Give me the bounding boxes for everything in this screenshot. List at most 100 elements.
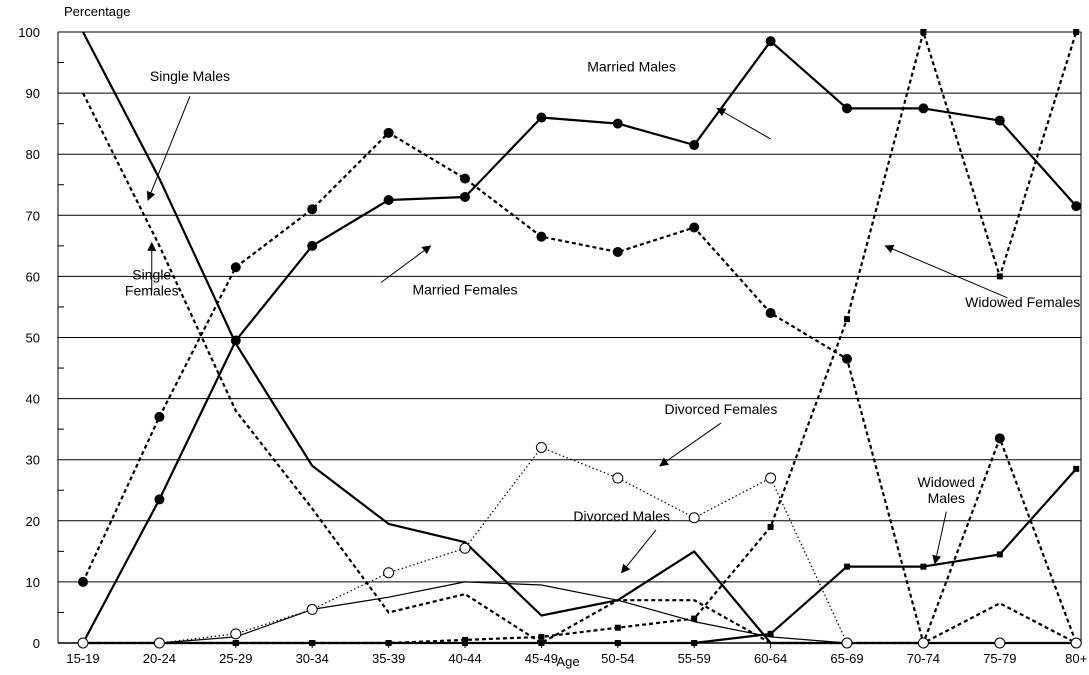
y-tick-label: 20: [26, 514, 40, 529]
widowed-males-point: [462, 640, 468, 646]
widowed-males-label: Males: [928, 490, 965, 506]
married-males-point: [307, 240, 318, 251]
widowed-females-point: [691, 615, 698, 622]
married-males-point: [842, 103, 852, 114]
married-females-point: [78, 576, 88, 587]
x-tick-label: 80+: [1065, 651, 1087, 666]
y-tick-label: 80: [26, 147, 40, 162]
married-males-point: [918, 103, 929, 114]
widowed-females-point: [614, 624, 621, 631]
widowed-females-point: [385, 640, 392, 646]
series-lines: [77, 29, 1082, 649]
widowed-males-point: [767, 630, 774, 637]
married-males-point: [994, 115, 1005, 126]
married-males-line: [82, 40, 1078, 644]
x-axis-label: Age: [556, 654, 579, 669]
widowed-males-point: [1073, 465, 1080, 472]
married-females-point: [307, 204, 318, 215]
single-females-line: [82, 92, 1077, 645]
x-tick-label: 75-79: [983, 651, 1016, 666]
married-females-line: [82, 131, 1078, 645]
y-tick-label: 0: [33, 636, 40, 651]
divorced-females-point: [383, 567, 395, 579]
annotation-divorced-females: Divorced Females: [659, 401, 777, 467]
widowed-females-line: [83, 30, 1078, 645]
widowed-females-point: [462, 636, 468, 643]
married-males-point: [230, 335, 241, 346]
y-tick-label: 90: [26, 86, 40, 101]
y-tick-label: 10: [26, 575, 40, 590]
married-males-point: [154, 494, 165, 505]
married-females-point: [689, 222, 700, 233]
widowed-females-label: Widowed Females: [965, 294, 1080, 310]
married-females-point: [154, 411, 165, 422]
series-single-females: [82, 92, 1077, 645]
x-tick-label: 45-49: [525, 651, 558, 666]
x-tick-label: 60-64: [754, 651, 787, 666]
married-males-point: [1071, 201, 1082, 212]
y-axis-label: Percentage: [64, 4, 131, 19]
widowed-females-point: [996, 273, 1003, 280]
y-tick-label: 30: [26, 453, 40, 468]
divorced-females-point: [459, 542, 471, 554]
divorced-males-pointer: [621, 529, 657, 574]
x-tick-label: 50-54: [601, 651, 634, 666]
annotation-married-males: Married Males: [587, 59, 771, 140]
divorced-females-point: [612, 472, 624, 484]
widowed-males-label: Widowed: [918, 474, 976, 490]
x-tick-label: 40-44: [448, 651, 481, 666]
married-females-label: Married Females: [412, 282, 517, 298]
series-married-males: [78, 36, 1082, 648]
y-tick-label: 70: [26, 208, 40, 223]
married-males-point: [765, 36, 776, 47]
widowed-females-pointer: [884, 244, 1008, 299]
divorced-females-point: [1070, 637, 1082, 649]
married-females-pointer: [380, 245, 432, 283]
widowed-females-point: [1073, 29, 1080, 35]
married-females-point: [536, 231, 547, 242]
widowed-males-point: [920, 563, 927, 570]
single-females-label: Females: [125, 282, 179, 298]
married-males-pointer: [716, 107, 771, 140]
married-females-point: [612, 246, 623, 257]
divorced-females-point: [306, 603, 318, 615]
married-males-label: Married Males: [587, 59, 676, 75]
widowed-females-point: [232, 640, 239, 646]
y-tick-label: 100: [18, 25, 40, 40]
married-males-point: [612, 118, 623, 129]
divorced-males-label: Divorced Males: [573, 508, 669, 524]
divorced-females-point: [688, 512, 700, 524]
series-divorced-females: [77, 441, 1082, 649]
single-males-label: Single Males: [150, 68, 230, 84]
single-females-label: Single: [132, 266, 171, 282]
y-tick-label: 50: [26, 331, 40, 346]
x-tick-label: 25-29: [219, 651, 252, 666]
married-females-point: [460, 173, 470, 184]
widowed-females-point: [767, 523, 774, 530]
divorced-females-point: [77, 637, 89, 649]
divorced-females-pointer: [659, 422, 722, 467]
annotation-widowed-females: Widowed Females: [884, 244, 1080, 310]
x-tick-label: 35-39: [372, 651, 405, 666]
married-females-point: [383, 127, 394, 138]
x-tick-label: 15-19: [66, 651, 99, 666]
x-tick-label: 65-69: [830, 651, 863, 666]
divorced-females-point: [917, 637, 929, 649]
widowed-males-line: [83, 468, 1078, 645]
single-males-pointer: [146, 95, 191, 201]
divorced-females-point: [994, 637, 1006, 649]
divorced-females-point: [841, 637, 853, 649]
married-females-point: [994, 433, 1005, 444]
divorced-females-point: [535, 441, 547, 453]
x-tick-label: 20-24: [143, 651, 176, 666]
divorced-females-line: [83, 446, 1077, 644]
widowed-males-pointer: [932, 511, 947, 565]
y-tick-label: 60: [26, 269, 40, 284]
x-tick-label: 70-74: [907, 651, 940, 666]
widowed-males-point: [691, 640, 698, 646]
annotation-single-males: Single Males: [146, 68, 230, 201]
